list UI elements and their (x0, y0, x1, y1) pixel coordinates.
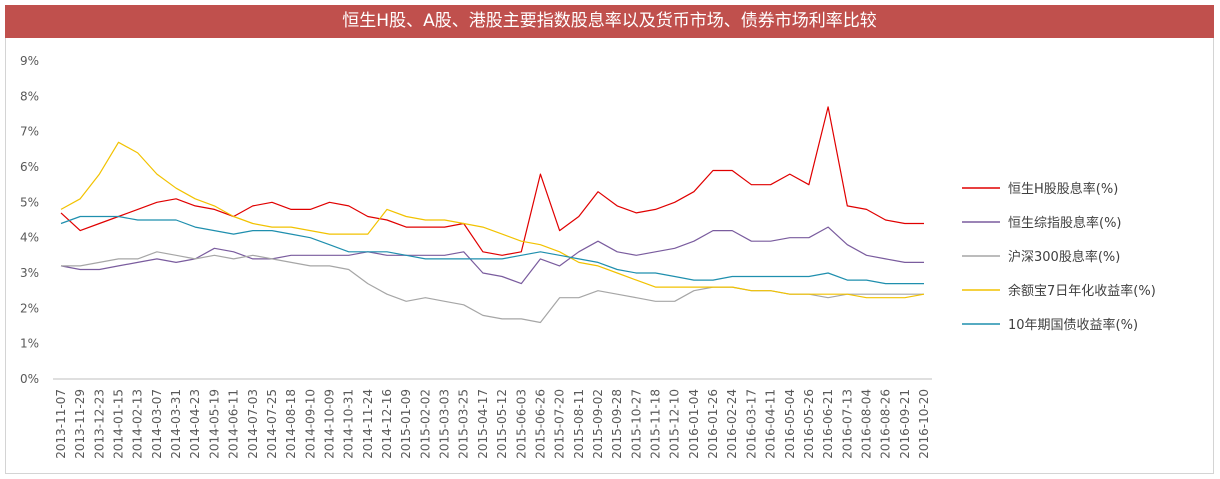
x-axis: 2013-11-07 2013-11-29 2013-12-23 2014-01-15… (53, 378, 932, 459)
x-tick-label: 2014-04-23 (188, 389, 202, 459)
x-tick-label: 2015-11-18 (649, 389, 663, 459)
x-tick-label: 2016-08-04 (859, 389, 873, 459)
x-tick-label: 2016-06-21 (821, 389, 835, 459)
x-tick-label: 2015-06-26 (533, 389, 547, 459)
x-tick-label: 2014-03-31 (169, 389, 183, 459)
x-tick-label: 2016-05-04 (783, 389, 797, 459)
x-tick-label: 2013-11-29 (73, 389, 87, 459)
y-tick-label: 6% (20, 160, 39, 174)
x-tick-label: 2016-09-21 (898, 389, 912, 459)
legend: 恒生H股股息率(%) 恒生综指股息率(%) 沪深300股息率(%) 余额宝7日年化收益… (962, 181, 1156, 333)
x-tick-label: 2014-07-03 (246, 389, 260, 459)
x-tick-label: 2016-10-20 (917, 389, 931, 459)
x-tick-label: 2014-10-09 (322, 389, 336, 459)
x-tick-label: 2014-06-11 (227, 389, 241, 459)
y-tick-label: 7% (20, 125, 39, 139)
x-tick-label: 2016-08-26 (879, 389, 893, 459)
x-tick-label: 2015-09-28 (610, 389, 624, 459)
x-tick-label: 2015-02-02 (418, 389, 432, 459)
x-tick-label: 2015-03-03 (438, 389, 452, 459)
chart-frame (5, 5, 1214, 474)
x-tick-label: 2014-01-15 (112, 389, 126, 459)
y-tick-label: 9% (20, 54, 39, 68)
y-tick-label: 5% (20, 195, 39, 209)
y-tick-label: 4% (20, 231, 39, 245)
x-tick-label: 2014-12-16 (380, 389, 394, 459)
series-line-4 (60, 215, 924, 285)
x-tick-label: 2014-08-18 (284, 389, 298, 459)
y-axis: 0% 1% 2% 3% 4% 5% 6% 7% 8% 9% (20, 54, 39, 386)
legend-label-3: 余额宝7日年化收益率(%) (1008, 283, 1156, 299)
legend-label-2: 沪深300股息率(%) (1008, 249, 1120, 265)
x-tick-label: 2015-12-10 (668, 389, 682, 459)
x-tick-label: 2014-05-19 (207, 389, 221, 459)
series-line-2 (61, 251, 924, 324)
series-line-3 (60, 141, 925, 299)
chart-title: 恒生H股、A股、港股主要指数股息率以及货币市场、债券市场利率比较 (5, 5, 1214, 38)
y-tick-label: 2% (20, 301, 39, 315)
x-tick-label: 2015-10-27 (629, 389, 643, 459)
x-tick-label: 2014-09-10 (303, 389, 317, 459)
x-tick-label: 2015-01-09 (399, 389, 413, 459)
plot-area (60, 106, 925, 324)
x-tick-label: 2015-07-20 (553, 389, 567, 459)
x-tick-label: 2015-03-25 (457, 389, 471, 459)
x-tick-label: 2014-02-13 (131, 389, 145, 459)
x-tick-label: 2015-04-17 (476, 389, 490, 459)
legend-label-0: 恒生H股股息率(%) (1008, 181, 1118, 197)
x-tick-label: 2013-11-07 (54, 389, 68, 459)
x-tick-label: 2016-05-26 (802, 389, 816, 459)
y-tick-label: 1% (20, 337, 39, 351)
x-tick-label: 2015-08-11 (572, 389, 586, 459)
x-tick-label: 2014-03-07 (150, 389, 164, 459)
x-tick-label: 2014-11-24 (361, 389, 375, 459)
x-tick-label: 2015-09-02 (591, 389, 605, 459)
x-tick-label: 2014-07-25 (265, 389, 279, 459)
y-tick-label: 3% (20, 266, 39, 280)
legend-label-1: 恒生综指股息率(%) (1008, 215, 1122, 231)
series-line-1 (60, 226, 924, 285)
x-tick-label: 2014-10-31 (342, 389, 356, 459)
x-tick-label: 2015-05-12 (495, 389, 509, 459)
x-tick-label: 2015-06-03 (514, 389, 528, 459)
series-line-0 (60, 106, 924, 256)
x-tick-label: 2016-02-24 (725, 389, 739, 459)
x-tick-label: 2013-12-23 (92, 389, 106, 459)
y-tick-label: 0% (20, 372, 39, 386)
x-tick-label: 2016-01-26 (706, 389, 720, 459)
x-tick-label: 2016-03-17 (744, 389, 758, 459)
x-tick-label: 2016-07-13 (840, 389, 854, 459)
y-tick-label: 8% (20, 89, 39, 103)
x-tick-label: 2016-04-11 (764, 389, 778, 459)
x-tick-label: 2016-01-04 (687, 389, 701, 459)
legend-label-4: 10年期国债收益率(%) (1008, 317, 1138, 333)
